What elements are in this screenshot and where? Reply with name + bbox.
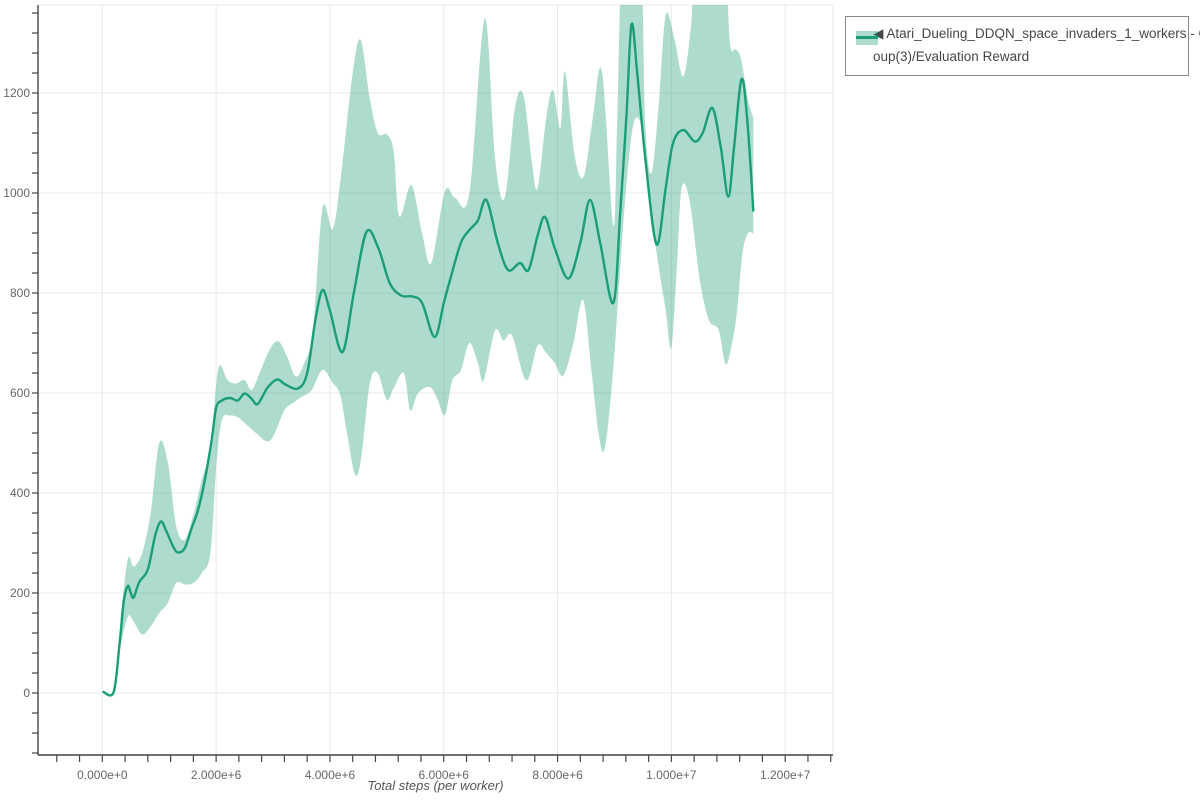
y-tick-label: 1000 (3, 186, 30, 200)
series-swatch-icon (856, 31, 878, 45)
x-tick-label: 1.000e+7 (646, 768, 697, 782)
y-tick-label: 800 (10, 286, 30, 300)
legend-label-line2: oup(3)/Evaluation Reward (873, 49, 1030, 64)
confidence-band (120, 5, 754, 646)
x-tick-label: 2.000e+6 (191, 768, 242, 782)
x-tick-label: 1.200e+7 (760, 768, 811, 782)
series-line (102, 22, 755, 697)
y-tick-label: 400 (10, 486, 30, 500)
series-line-icon (856, 36, 878, 39)
legend-label: ◀ Atari_Dueling_DDQN_space_invaders_1_wo… (873, 17, 1200, 68)
legend-box: ◀ Atari_Dueling_DDQN_space_invaders_1_wo… (845, 16, 1200, 76)
series-group (102, 5, 755, 697)
legend-label-line1: ◀ Atari_Dueling_DDQN_space_invaders_1_wo… (873, 26, 1200, 41)
x-axis-title: Total steps (per worker) (367, 778, 503, 793)
y-tick-label: 200 (10, 586, 30, 600)
y-tick-label: 600 (10, 386, 30, 400)
x-tick-label: 6.000e+6 (419, 768, 470, 782)
y-tick-label: 0 (23, 686, 30, 700)
x-tick-label: 0.000e+0 (77, 768, 128, 782)
x-tick-label: 8.000e+6 (532, 768, 583, 782)
y-tick-label: 1200 (3, 86, 30, 100)
legend-item[interactable]: ◀ Atari_Dueling_DDQN_space_invaders_1_wo… (846, 17, 1200, 68)
x-tick-label: 4.000e+6 (305, 768, 356, 782)
